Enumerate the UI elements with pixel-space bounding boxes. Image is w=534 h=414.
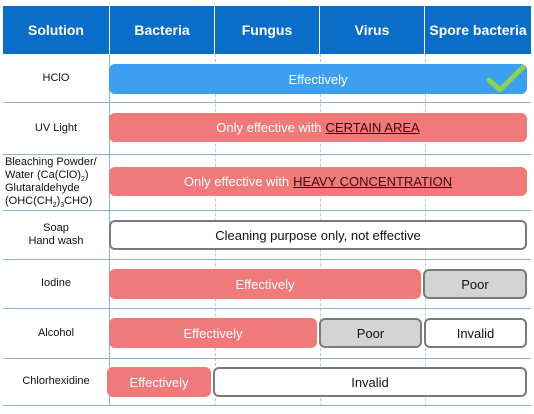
row-label-chlorhexidine: Chlorhexidine bbox=[22, 375, 90, 387]
bar-iodine-effective: Effectively bbox=[109, 269, 421, 299]
bar-uv-light: Only effective with CERTAIN AREA bbox=[109, 113, 527, 142]
label-line: Water (Ca(ClO)2) bbox=[5, 169, 89, 184]
emphasis-text: HEAVY CONCENTRATION bbox=[293, 174, 453, 189]
bar-text: Only effective with bbox=[183, 174, 290, 189]
bar-alcohol-poor: Poor bbox=[319, 318, 422, 348]
row-divider bbox=[3, 102, 531, 103]
bar-soap: Cleaning purpose only, not effective bbox=[109, 220, 527, 250]
disinfectant-comparison-table: Solution Bacteria Fungus Virus Spore bac… bbox=[3, 6, 531, 406]
label-line: Bleaching Powder/ bbox=[5, 156, 97, 168]
bar-alcohol-invalid: Invalid bbox=[424, 318, 527, 348]
label-line: Glutaraldehyde bbox=[5, 182, 80, 194]
emphasis-text: CERTAIN AREA bbox=[325, 120, 420, 135]
row-label-bleaching: Bleaching Powder/ Water (Ca(ClO)2) Gluta… bbox=[3, 154, 111, 210]
row-divider bbox=[3, 210, 531, 211]
label-line: (OHC(CH2)3CHO) bbox=[5, 195, 93, 210]
bar-chlorhexidine-effective: Effectively bbox=[107, 367, 211, 397]
row-label-iodine: Iodine bbox=[41, 277, 71, 289]
row-label-soap: Soap Hand wash bbox=[28, 221, 84, 247]
bar-chlorhexidine-invalid: Invalid bbox=[213, 367, 527, 397]
bar-bleaching: Only effective with HEAVY CONCENTRATION bbox=[109, 167, 527, 196]
bar-hclo-effective: Effectively bbox=[109, 64, 527, 94]
row-divider bbox=[3, 259, 531, 260]
row-label-uv-light: UV Light bbox=[34, 121, 78, 134]
header-bacteria: Bacteria bbox=[110, 6, 215, 54]
row-label-hclo: HClO bbox=[42, 71, 70, 84]
row-divider bbox=[3, 308, 531, 309]
checkmark-icon bbox=[486, 64, 526, 93]
row-divider bbox=[3, 405, 531, 406]
bar-iodine-poor: Poor bbox=[423, 269, 527, 299]
header-solution: Solution bbox=[3, 6, 110, 54]
row-divider bbox=[3, 154, 531, 155]
bar-text: Only effective with bbox=[216, 120, 322, 135]
row-label-alcohol: Alcohol bbox=[37, 326, 75, 339]
header-virus: Virus bbox=[320, 6, 425, 54]
row-divider bbox=[3, 358, 531, 359]
bar-alcohol-effective: Effectively bbox=[109, 318, 317, 348]
header-spore-bacteria: Spore bacteria bbox=[425, 6, 531, 54]
header-fungus: Fungus bbox=[215, 6, 320, 54]
